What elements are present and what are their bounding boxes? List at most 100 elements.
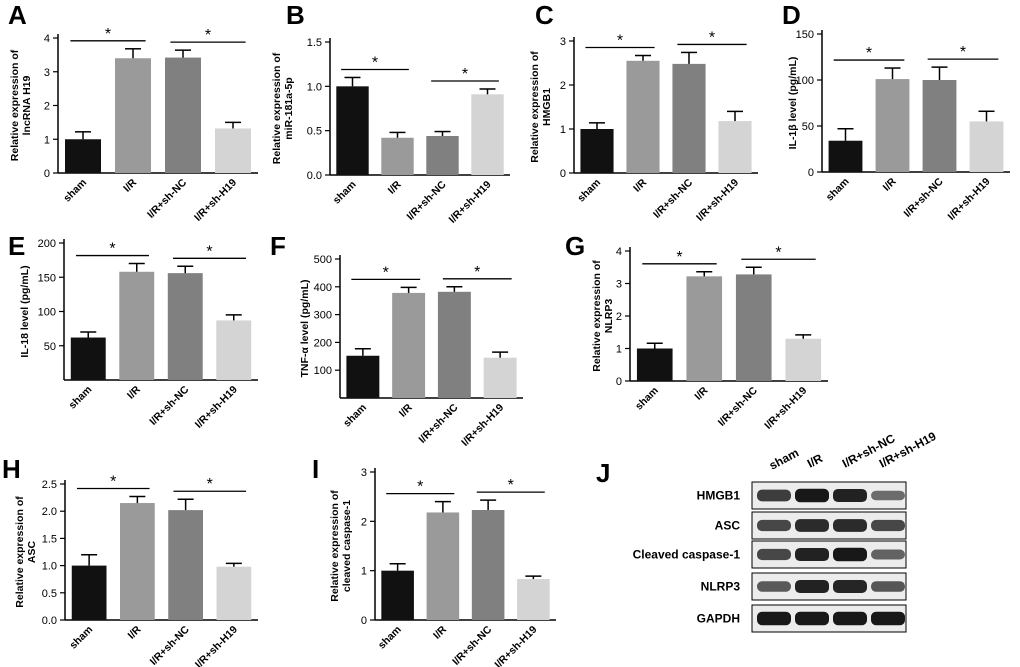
blot-band [871,581,905,592]
blot-band [757,519,791,532]
significance-star: * [462,66,468,83]
category-label: I/R+sh-H19 [762,385,809,432]
category-label: I/R+sh-H19 [193,384,240,431]
category-label: I/R+sh-H19 [459,402,506,449]
blot-row-label: HMGB1 [697,489,741,503]
significance-star: * [775,244,781,261]
significance-star: * [508,477,514,494]
panel-letter: C [535,0,554,30]
y-tick-label: 4 [44,33,50,45]
category-label: I/R+sh-H19 [946,176,993,223]
blot-band [795,488,829,503]
blot-row-label: ASC [715,519,741,533]
bar-1 [346,355,380,398]
bar-4 [471,94,504,175]
panel-letter: D [782,0,801,30]
y-tick-label: 50 [802,121,814,133]
blot-band [757,581,791,592]
category-label: I/R+sh-NC [416,401,460,445]
bar-4 [215,128,251,173]
y-tick-label: 100 [796,75,814,87]
y-axis-label: IL-18 level (pg/mL) [19,265,31,357]
y-axis-label: Relative expression ofcleaved caspase-1 [329,490,353,602]
significance-star: * [676,249,682,266]
y-tick-label: 1 [616,344,622,356]
y-axis-label: TNF-α level (pg/mL) [299,279,311,377]
blot-band [757,548,791,561]
bar-2 [392,292,426,398]
bar-4 [216,566,252,620]
category-label: sham [633,385,661,413]
blot-row-label: GAPDH [697,612,740,626]
blot-band [833,519,867,532]
significance-star: * [960,44,966,61]
bar-3 [922,80,957,172]
significance-star: * [383,264,389,281]
y-tick-label: 1 [560,124,566,136]
blot-band [871,519,905,532]
chart-panel-h: H 0.0 0.5 1.0 1.5 2.0 2.5 Relative expression o… [2,454,258,667]
significance-star: * [205,27,211,44]
blot-lane-label: I/R [805,451,825,471]
category-label: sham [67,624,95,652]
bar-2 [115,58,151,173]
category-label: I/R+sh-NC [450,623,494,667]
bar-3 [471,509,505,620]
category-label: sham [341,402,369,430]
y-tick-label: 100 [38,307,56,319]
y-tick-label: 0 [44,168,50,180]
category-label: I/R [631,176,649,194]
category-label: sham [824,176,852,204]
y-tick-label: 1.0 [307,81,322,93]
chart-panel-a: A 0 1 2 3 4 Relative expression oflncRNA H19 sh… [8,0,258,224]
category-label: sham [575,177,603,205]
bar-3 [735,274,772,381]
bar-1 [636,348,673,381]
blot-band [757,611,791,626]
significance-star: * [417,479,423,496]
bar-4 [483,357,517,398]
bar-3 [165,57,201,174]
y-tick-label: 0.0 [42,615,57,627]
y-tick-label: 0 [361,615,367,627]
bar-2 [875,79,910,172]
significance-star: * [110,474,116,491]
y-tick-label: 0.5 [307,126,322,138]
category-label: I/R [692,384,710,402]
panel-letter: F [270,231,286,261]
significance-star: * [109,241,115,258]
bar-1 [580,129,614,173]
bar-2 [626,60,660,173]
category-label: I/R [431,623,449,641]
significance-star: * [207,476,213,493]
bar-1 [71,565,107,620]
category-label: I/R+sh-NC [901,175,945,219]
y-tick-label: 1 [44,134,50,146]
category-label: sham [61,177,89,205]
bar-1 [65,139,101,173]
category-label: I/R+sh-NC [716,384,760,428]
bar-4 [969,121,1004,172]
y-tick-label: 2 [560,80,566,92]
blot-band [833,611,867,626]
category-label: I/R [386,178,404,196]
blot-lane-label: sham [767,446,801,473]
panel-letter: J [596,458,610,488]
bar-3 [168,510,203,620]
significance-star: * [372,54,378,71]
y-tick-label: 50 [44,341,56,353]
y-axis-label: Relative expression oflncRNA H19 [9,49,33,161]
category-label: I/R [125,383,143,401]
y-tick-label: 0 [808,167,814,179]
y-tick-label: 300 [314,310,332,322]
blot-row-label: NLRP3 [701,580,741,594]
category-label: sham [376,624,404,652]
y-tick-label: 0 [560,168,566,180]
blot-band [795,579,829,594]
y-tick-label: 0 [616,376,622,388]
